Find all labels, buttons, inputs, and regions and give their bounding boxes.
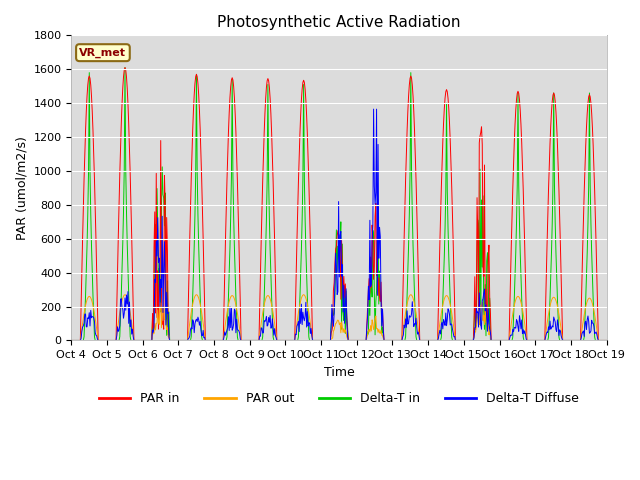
PAR out — [404, 295, 412, 301]
Text: VR_met: VR_met — [79, 48, 127, 58]
Title: Photosynthetic Active Radiation: Photosynthetic Active Radiation — [217, 15, 461, 30]
Delta-T Diffuse — [77, 336, 85, 341]
Delta-T Diffuse — [370, 106, 378, 112]
PAR in — [133, 337, 141, 343]
Delta-T in — [133, 337, 141, 343]
X-axis label: Time: Time — [324, 366, 355, 379]
Delta-T in — [603, 337, 611, 343]
PAR in — [68, 337, 76, 343]
Delta-T in — [216, 337, 223, 343]
Delta-T Diffuse — [187, 326, 195, 332]
PAR out — [77, 332, 85, 337]
Delta-T in — [188, 334, 195, 340]
PAR in — [121, 65, 129, 71]
PAR out — [603, 337, 611, 343]
Line: Delta-T in: Delta-T in — [72, 68, 607, 340]
PAR in — [216, 337, 223, 343]
Line: PAR out: PAR out — [72, 295, 607, 340]
PAR out — [216, 337, 223, 343]
PAR out — [420, 337, 428, 343]
PAR out — [133, 337, 141, 343]
Delta-T in — [404, 242, 412, 248]
PAR in — [603, 337, 611, 343]
Delta-T in — [77, 337, 85, 343]
Line: PAR in: PAR in — [72, 68, 607, 340]
Delta-T Diffuse — [603, 337, 611, 343]
Delta-T Diffuse — [420, 337, 428, 343]
PAR in — [188, 176, 195, 181]
PAR out — [121, 292, 129, 298]
Delta-T in — [121, 65, 129, 71]
Delta-T Diffuse — [132, 337, 140, 343]
Line: Delta-T Diffuse: Delta-T Diffuse — [72, 109, 607, 340]
PAR in — [420, 337, 428, 343]
Legend: PAR in, PAR out, Delta-T in, Delta-T Diffuse: PAR in, PAR out, Delta-T in, Delta-T Dif… — [93, 387, 584, 410]
PAR in — [77, 303, 85, 309]
Delta-T Diffuse — [68, 337, 76, 343]
Delta-T in — [68, 337, 76, 343]
PAR out — [68, 337, 76, 343]
Delta-T in — [420, 337, 428, 343]
Delta-T Diffuse — [215, 337, 223, 343]
Y-axis label: PAR (umol/m2/s): PAR (umol/m2/s) — [15, 136, 28, 240]
PAR in — [404, 93, 412, 99]
Delta-T Diffuse — [404, 320, 412, 326]
PAR out — [188, 310, 195, 315]
